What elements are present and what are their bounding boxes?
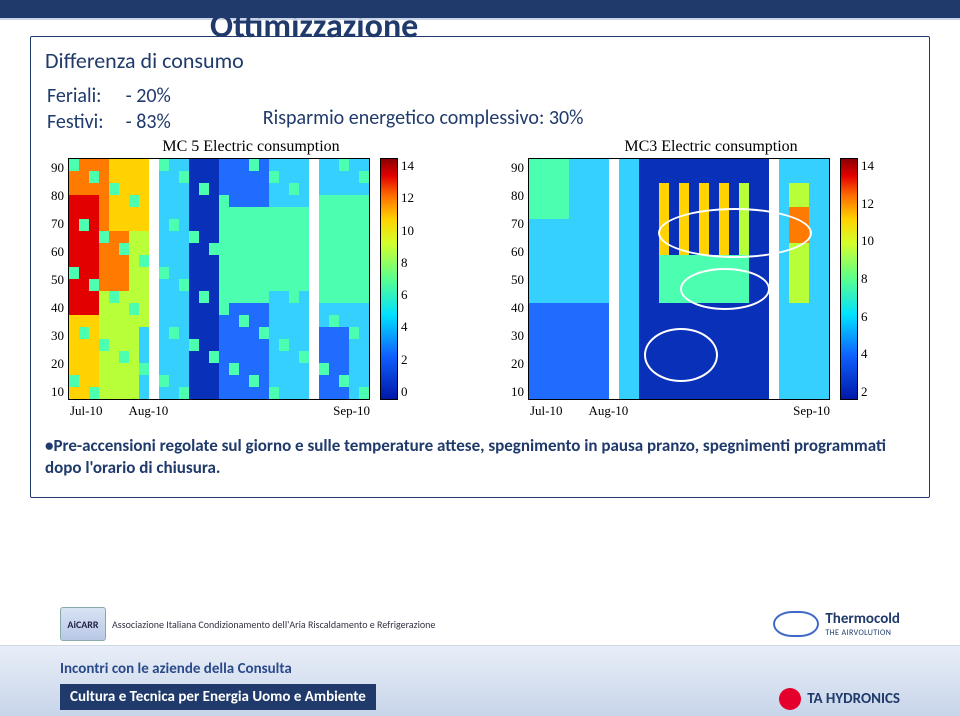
- footnote-text: Pre-accensioni regolate sul giorno e sul…: [45, 435, 886, 478]
- chart-left-yaxis: 908070605040302010: [51, 158, 68, 400]
- header-bar: [0, 0, 960, 20]
- chart-right-colorbar: [840, 158, 858, 400]
- subtitle: Differenza di consumo: [45, 47, 915, 74]
- chart-left-colorbar: [380, 158, 398, 400]
- thermocold-name: Thermocold: [825, 610, 900, 628]
- annotation-circle: [658, 208, 812, 258]
- content-box: Ottimizzazione Differenza di consumo Fer…: [30, 36, 930, 498]
- ta-logo-icon: [779, 688, 801, 710]
- festivi-value: - 83%: [126, 110, 191, 134]
- chart-right-yaxis: 908070605040302010: [511, 158, 528, 400]
- overall-saving: Risparmio energetico complessivo: 30%: [263, 82, 584, 136]
- chart-right-xaxis: Jul-10Aug-10Sep-10: [528, 400, 830, 419]
- thermocold-icon: [773, 611, 819, 637]
- chart-right-colorbar-ticks: 1412108642: [858, 158, 874, 400]
- chart-left-colorbar-ticks: 14121086420: [398, 158, 414, 400]
- stats-table: Feriali: - 20% Festivi: - 83%: [45, 82, 193, 136]
- chart-right-title: MC3 Electric consumption: [511, 138, 911, 156]
- thermocold-block: Thermocold THE AIRVOLUTION: [773, 610, 900, 638]
- aicarr-block: AiCARR Associazione Italiana Condizionam…: [60, 607, 435, 641]
- ta-hydronics-block: TA HYDRONICS: [779, 688, 900, 710]
- feriali-value: - 20%: [126, 84, 191, 108]
- slide-title: Ottimizzazione: [210, 6, 418, 47]
- feriali-label: Feriali:: [47, 84, 124, 108]
- aicarr-text: Associazione Italiana Condizionamento de…: [112, 618, 435, 631]
- footnote: •Pre-accensioni regolate sul giorno e su…: [45, 435, 915, 479]
- chart-left-heatmap: [68, 158, 370, 400]
- chart-left-title: MC 5 Electric consumption: [51, 138, 451, 156]
- festivi-label: Festivi:: [47, 110, 124, 134]
- aicarr-logo: AiCARR: [60, 607, 106, 641]
- thermocold-sub: THE AIRVOLUTION: [825, 628, 900, 638]
- footer: AiCARR Associazione Italiana Condizionam…: [0, 607, 960, 716]
- band-line2: Cultura e Tecnica per Energia Uomo e Amb…: [60, 684, 376, 710]
- band-line1: Incontri con le aziende della Consulta: [60, 660, 376, 678]
- annotation-circle: [644, 328, 718, 382]
- annotation-circle: [680, 268, 770, 310]
- chart-left: MC 5 Electric consumption 90807060504030…: [51, 138, 451, 419]
- chart-right: MC3 Electric consumption 908070605040302…: [511, 138, 911, 419]
- ta-text: TA HYDRONICS: [807, 690, 900, 708]
- chart-left-xaxis: Jul-10Aug-10Sep-10: [68, 400, 370, 419]
